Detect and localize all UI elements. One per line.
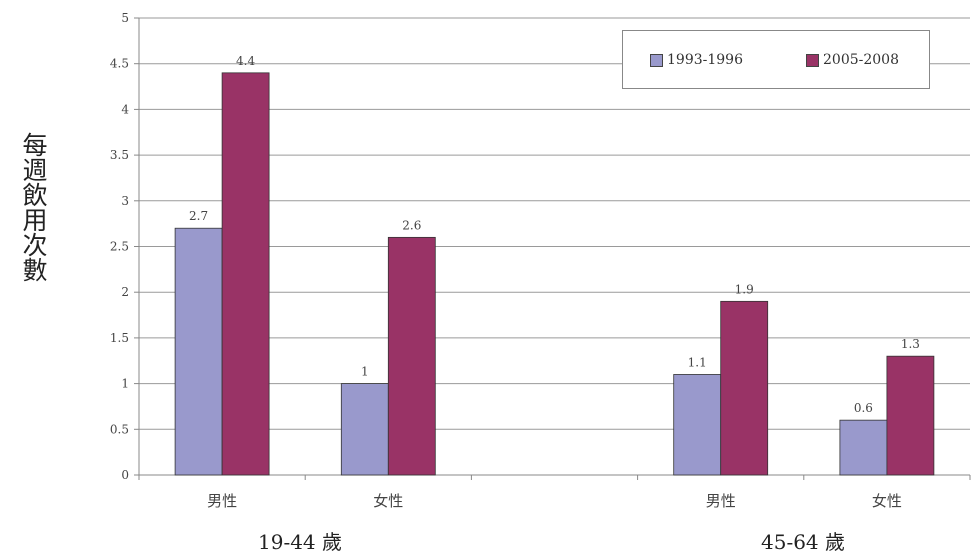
y-tick-label: 2.5 — [110, 240, 129, 254]
data-label: 4.4 — [236, 54, 255, 68]
legend-label-series-2: 2005-2008 — [823, 52, 899, 68]
y-tick-label: 3 — [121, 194, 129, 208]
bar-1-2 — [340, 383, 389, 476]
legend-swatch-series-2 — [806, 53, 819, 67]
y-axis-title: 每週飲用次數 — [19, 132, 48, 282]
bar-1-4 — [839, 419, 888, 476]
legend-swatch-series-1 — [650, 53, 663, 67]
legend-label-series-1: 1993-1996 — [667, 52, 743, 68]
data-label: 1 — [361, 365, 369, 379]
data-label: 2.6 — [402, 218, 421, 232]
group-label-2: 45-64 歲 — [761, 530, 846, 554]
bar-2-4 — [886, 355, 935, 476]
bar-1-3 — [673, 374, 722, 476]
y-tick-label: 5 — [121, 11, 129, 25]
data-label: 1.3 — [901, 337, 920, 351]
legend-item-series-2: 2005-2008 — [806, 52, 899, 68]
legend: 1993-1996 2005-2008 — [622, 30, 930, 89]
bar-2-1 — [221, 72, 270, 476]
x-tick-label: 女性 — [872, 492, 902, 510]
group-label-1: 19-44 歲 — [258, 530, 343, 554]
legend-item-series-1: 1993-1996 — [650, 52, 743, 68]
data-label: 2.7 — [189, 209, 208, 223]
x-tick-label: 女性 — [373, 492, 403, 510]
x-tick-label: 男性 — [706, 492, 736, 510]
x-tick-label: 男性 — [207, 492, 237, 510]
y-tick-label: 0 — [121, 468, 129, 482]
y-tick-label: 1.5 — [110, 331, 129, 345]
data-label: 0.6 — [854, 401, 873, 415]
bar-2-3 — [720, 300, 769, 476]
y-tick-label: 4.5 — [110, 57, 129, 71]
bar-2-2 — [387, 236, 436, 476]
bar-1-1 — [174, 227, 223, 476]
y-tick-label: 0.5 — [110, 422, 129, 436]
y-tick-label: 1 — [121, 377, 129, 391]
y-tick-label: 2 — [121, 285, 129, 299]
y-tick-label: 3.5 — [110, 148, 129, 162]
data-label: 1.9 — [735, 282, 754, 296]
y-tick-label: 4 — [121, 102, 129, 116]
data-label: 1.1 — [688, 355, 707, 369]
